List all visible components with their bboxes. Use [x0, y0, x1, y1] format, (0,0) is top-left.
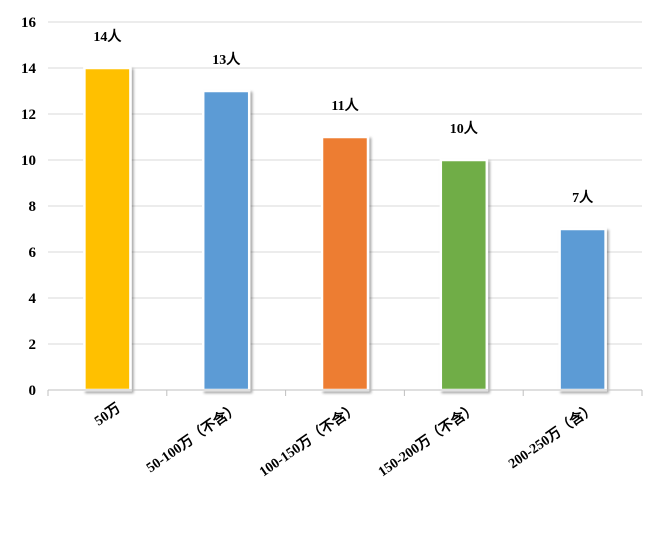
bar — [558, 227, 607, 392]
y-tick-label: 10 — [21, 153, 36, 169]
x-category-label: 50万 — [92, 400, 124, 429]
y-tick-label: 6 — [29, 245, 37, 261]
bar — [320, 135, 370, 392]
y-tick-label: 14 — [21, 61, 37, 77]
x-category-label: 100-150万（不含） — [256, 399, 361, 480]
y-tick-label: 4 — [29, 291, 37, 307]
bar — [201, 89, 251, 392]
bar — [439, 158, 489, 392]
data-label: 14人 — [93, 28, 122, 45]
data-label: 13人 — [212, 51, 241, 68]
x-category-label: 150-200万（不含） — [375, 399, 480, 480]
data-label: 11人 — [331, 97, 359, 114]
data-label: 7人 — [572, 189, 594, 206]
y-axis: 0 2 4 6 8 10 12 14 16 — [21, 15, 37, 399]
x-axis: 50万 50-100万（不含） 100-150万（不含） 150-200万（不含） 20… — [47, 389, 643, 480]
y-tick-label: 8 — [29, 199, 37, 215]
y-tick-label: 0 — [29, 383, 37, 399]
x-category-label: 50-100万（不含） — [143, 399, 243, 476]
y-tick-label: 2 — [29, 337, 37, 353]
y-tick-label: 16 — [21, 15, 37, 31]
bar — [83, 66, 132, 392]
data-label: 10人 — [450, 120, 479, 137]
y-tick-label: 12 — [21, 107, 36, 123]
x-category-label: 200-250万（含） — [505, 399, 599, 472]
bars: 14人 13人 11人 10人 7人 — [83, 28, 607, 392]
